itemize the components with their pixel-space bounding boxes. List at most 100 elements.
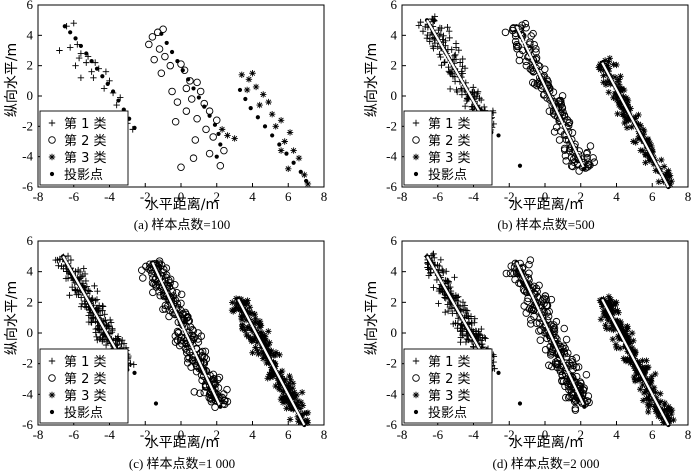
panel-a-star-point (218, 126, 226, 133)
panel-a-dot-point (180, 68, 185, 73)
panel-b-star-point (649, 158, 657, 165)
panel-c-circle-point (214, 375, 222, 384)
panel-b-legend-label-3: 第 3 类 (428, 151, 471, 166)
panel-a-dot-point (196, 95, 201, 100)
panel-a-dot-point (164, 40, 169, 46)
panel-d-circle-point (516, 279, 525, 288)
panel-a-dot-point (214, 154, 219, 159)
panel-c-legend-circle-marker (48, 374, 56, 382)
panel-c-plus-point (130, 361, 137, 368)
panel-c-circle-point (156, 291, 164, 300)
panel-c-star-point (239, 321, 246, 329)
panel-d-plus-point (438, 266, 446, 273)
panel-d-star-point (660, 419, 667, 426)
panel-c-star-point (254, 320, 262, 327)
panel-b-plus-point (456, 59, 464, 66)
panel-d-circle-point (582, 370, 591, 379)
panel-c-star-point (280, 388, 287, 396)
panel-d-circle-point (506, 269, 515, 278)
panel-b-star-point (646, 139, 654, 147)
panel-d-circle-point (560, 324, 568, 333)
panel-b-plus-point (452, 56, 460, 63)
panel-c-star-point (293, 391, 301, 399)
panel-c-star-point (285, 398, 292, 405)
panel-b-star-point (617, 98, 624, 106)
panel-a-plus-point (77, 50, 85, 57)
panel-c-plus-point (78, 300, 86, 308)
panel-a-dot-point (202, 104, 207, 109)
panel-c-star-point (252, 315, 259, 322)
panel-b-plus-point (435, 26, 442, 34)
panel-d-circle-point (525, 260, 533, 269)
panel-c-circle-point (173, 300, 182, 308)
panel-c-plus-point (89, 296, 96, 303)
panel-b-circle-point (526, 38, 534, 46)
panel-d-star-point (657, 398, 665, 405)
panel-a-legend-star-marker (48, 153, 56, 161)
panel-c-plus-point (88, 319, 95, 326)
panel-b-circle-point (558, 104, 567, 112)
panel-d-circle-point (549, 322, 557, 331)
panel-b-plus-point (438, 62, 445, 69)
panel-a-star-point (286, 129, 294, 136)
panel-c-plus-point (78, 294, 85, 301)
panel-c-star-point (286, 416, 294, 423)
panel-b-star-point (611, 73, 619, 81)
panel-a-x-tick-label: -2 (140, 189, 151, 204)
panel-b-circle-point (586, 142, 595, 150)
panel-b-plus-point (458, 68, 465, 75)
panel-b-star-point (618, 104, 625, 111)
panel-b-circle-point (557, 99, 565, 107)
panel-a-circle-point (187, 95, 196, 103)
panel-c-y-tick-label: 4 (27, 264, 34, 279)
panel-a-star-point (304, 180, 312, 188)
panel-c-star-point (289, 390, 296, 397)
panel-d-plus-point (452, 319, 459, 327)
panel-b-circle-point (521, 19, 530, 28)
panel-d-x-tick-label: -6 (432, 427, 443, 442)
panel-b-star-point (600, 67, 607, 74)
panel-d-star-point (603, 325, 610, 332)
panel-c-plus-point (92, 297, 99, 304)
panel-d-circle-point (580, 384, 588, 392)
panel-c-star-point (248, 310, 256, 317)
panel-a-dot-point (277, 142, 282, 147)
panel-d-dot-point (517, 401, 523, 406)
panel-c-circle-point (187, 363, 195, 371)
panel-c-plus-point (118, 340, 125, 348)
panel-d-star-point (630, 373, 638, 381)
panel-c-star-point (249, 349, 256, 356)
panel-c-star-point (278, 367, 286, 375)
panel-c-circle-point (176, 336, 185, 345)
panel-b-dot-point (582, 166, 587, 171)
panel-b-circle-point (583, 148, 591, 157)
panel-c-circle-point (169, 292, 178, 300)
panel-d-star-point (642, 388, 650, 396)
panel-a-star-point (290, 147, 297, 154)
panel-a-star-point (245, 76, 253, 83)
panel-a-dot-point (212, 122, 218, 127)
panel-d-circle-point (550, 324, 559, 333)
panel-c-star-point (301, 417, 309, 425)
panel-d-star-point (646, 397, 653, 404)
panel-c-star-point (238, 313, 245, 320)
panel-d-star-point (609, 306, 617, 314)
panel-c-circle-point (197, 348, 205, 357)
panel-b-star-point (644, 136, 652, 144)
panel-d-star-point (651, 403, 658, 410)
panel-b-circle-point (530, 40, 538, 49)
panel-b-x-tick-label: 6 (649, 189, 656, 204)
panel-d-x-tick-label: 8 (685, 427, 692, 442)
panel-c-plus-point (55, 262, 62, 269)
panel-d-star-point (610, 326, 617, 334)
panel-d-xlabel: 水平距离/m (509, 434, 583, 451)
panel-d-star-point (644, 376, 651, 383)
panel-c-plus-point (64, 274, 72, 282)
panel-b-circle-point (560, 144, 569, 153)
panel-b-star-point (658, 156, 665, 164)
panel-a-star-point (277, 117, 285, 124)
panel-c: 纵向水平/m 水平距离/m (c) 样本点数=1 000 -8 -6 -4 -2 0 2 4… (4, 233, 327, 471)
panel-c-xlabel: 水平距离/m (145, 434, 219, 451)
panel-b-circle-point (575, 167, 583, 175)
